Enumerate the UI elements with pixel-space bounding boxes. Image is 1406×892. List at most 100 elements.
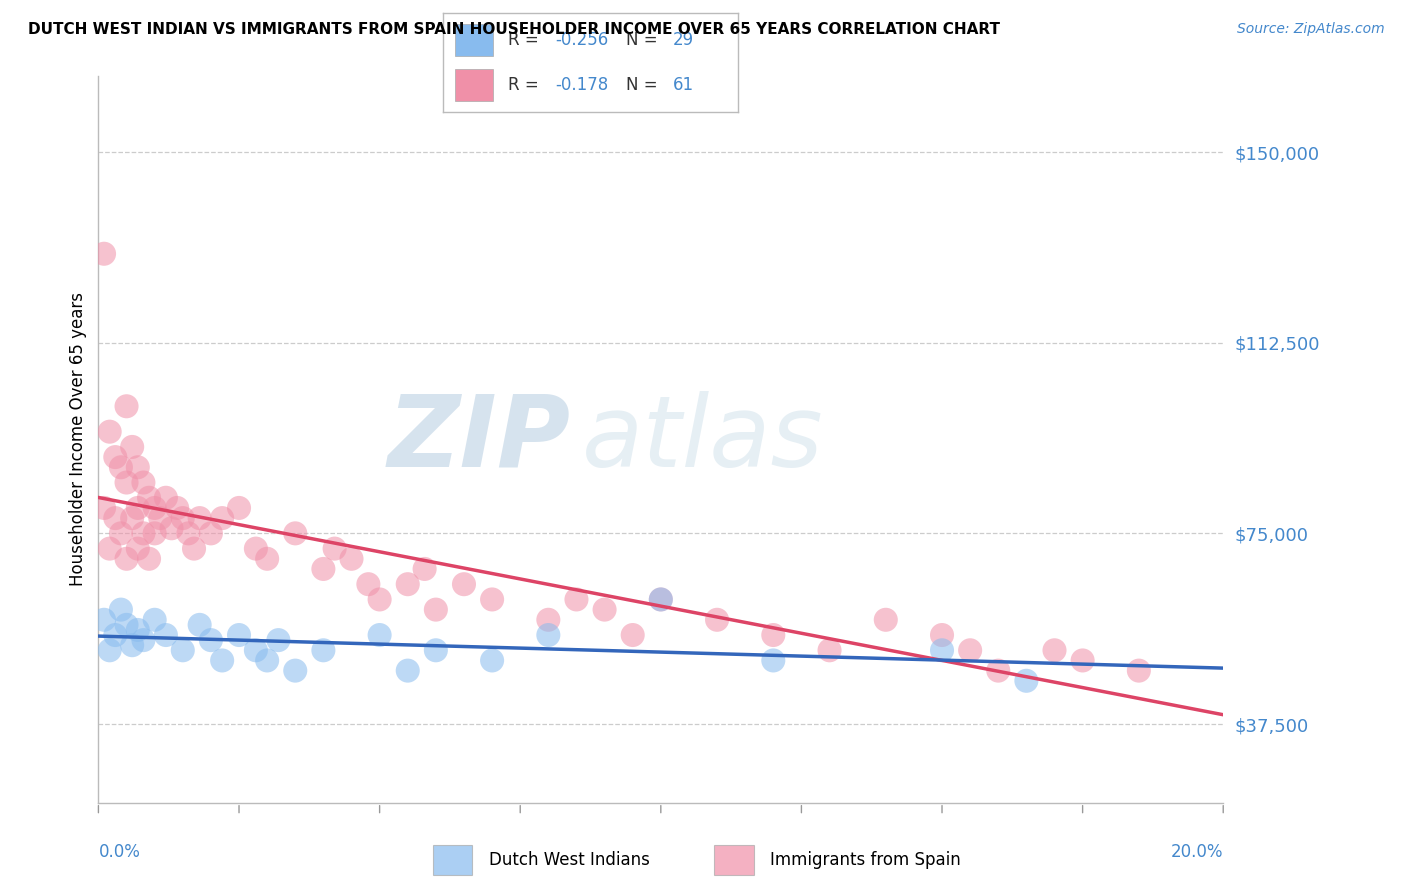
Point: [593, 602, 616, 616]
Point: [357, 577, 380, 591]
Bar: [714, 845, 754, 875]
Point: [959, 643, 981, 657]
Point: [98, 643, 121, 657]
Point: [98, 425, 121, 439]
Point: [115, 475, 138, 490]
Point: [284, 526, 307, 541]
Point: [706, 613, 728, 627]
Text: 20.0%: 20.0%: [1171, 844, 1223, 862]
Text: ZIP: ZIP: [388, 391, 571, 488]
Point: [245, 643, 267, 657]
Point: [110, 460, 132, 475]
Text: atlas: atlas: [582, 391, 824, 488]
Point: [537, 628, 560, 642]
Point: [177, 526, 200, 541]
Point: [1128, 664, 1150, 678]
Point: [143, 526, 166, 541]
Point: [425, 602, 447, 616]
Y-axis label: Householder Income Over 65 years: Householder Income Over 65 years: [69, 293, 87, 586]
Point: [93, 246, 115, 260]
Point: [200, 526, 222, 541]
Point: [115, 399, 138, 413]
Point: [621, 628, 644, 642]
Point: [368, 592, 391, 607]
Point: [188, 511, 211, 525]
Point: [172, 643, 194, 657]
Text: Immigrants from Spain: Immigrants from Spain: [770, 851, 962, 869]
Point: [121, 638, 143, 652]
Point: [425, 643, 447, 657]
Point: [110, 602, 132, 616]
Point: [200, 633, 222, 648]
Point: [453, 577, 475, 591]
Point: [537, 613, 560, 627]
Point: [565, 592, 588, 607]
Point: [818, 643, 841, 657]
Point: [188, 618, 211, 632]
Point: [121, 440, 143, 454]
Point: [155, 491, 177, 505]
Point: [183, 541, 205, 556]
Point: [211, 511, 233, 525]
Point: [138, 491, 160, 505]
Point: [228, 500, 250, 515]
Point: [127, 541, 149, 556]
Point: [143, 500, 166, 515]
Point: [875, 613, 897, 627]
Bar: [454, 70, 494, 101]
Point: [132, 526, 155, 541]
Point: [323, 541, 346, 556]
Point: [155, 628, 177, 642]
Point: [481, 653, 503, 667]
Point: [98, 541, 121, 556]
Point: [104, 450, 127, 464]
Point: [312, 562, 335, 576]
Text: DUTCH WEST INDIAN VS IMMIGRANTS FROM SPAIN HOUSEHOLDER INCOME OVER 65 YEARS CORR: DUTCH WEST INDIAN VS IMMIGRANTS FROM SPA…: [28, 22, 1000, 37]
Bar: [454, 24, 494, 55]
Bar: [433, 845, 472, 875]
Point: [762, 653, 785, 667]
Point: [396, 664, 419, 678]
Point: [340, 551, 363, 566]
Point: [110, 526, 132, 541]
Point: [481, 592, 503, 607]
Point: [166, 500, 188, 515]
Text: -0.178: -0.178: [555, 76, 609, 94]
Point: [132, 475, 155, 490]
Text: N =: N =: [626, 31, 662, 49]
Point: [132, 633, 155, 648]
Point: [762, 628, 785, 642]
Point: [256, 551, 278, 566]
Point: [104, 628, 127, 642]
Text: -0.256: -0.256: [555, 31, 609, 49]
Point: [104, 511, 127, 525]
Point: [127, 623, 149, 637]
Point: [931, 643, 953, 657]
Point: [987, 664, 1010, 678]
Point: [115, 618, 138, 632]
Point: [312, 643, 335, 657]
Point: [160, 521, 183, 535]
Point: [650, 592, 672, 607]
Text: 29: 29: [673, 31, 695, 49]
Point: [228, 628, 250, 642]
Text: N =: N =: [626, 76, 662, 94]
Point: [93, 500, 115, 515]
Point: [127, 500, 149, 515]
Text: R =: R =: [508, 76, 544, 94]
Point: [149, 511, 172, 525]
Point: [245, 541, 267, 556]
Point: [1043, 643, 1066, 657]
Point: [93, 613, 115, 627]
Point: [267, 633, 290, 648]
Point: [1015, 673, 1038, 688]
Text: 61: 61: [673, 76, 695, 94]
Point: [138, 551, 160, 566]
Text: R =: R =: [508, 31, 544, 49]
Point: [1071, 653, 1094, 667]
Point: [931, 628, 953, 642]
Text: Dutch West Indians: Dutch West Indians: [489, 851, 650, 869]
Point: [127, 460, 149, 475]
Text: 0.0%: 0.0%: [98, 844, 141, 862]
Point: [143, 613, 166, 627]
